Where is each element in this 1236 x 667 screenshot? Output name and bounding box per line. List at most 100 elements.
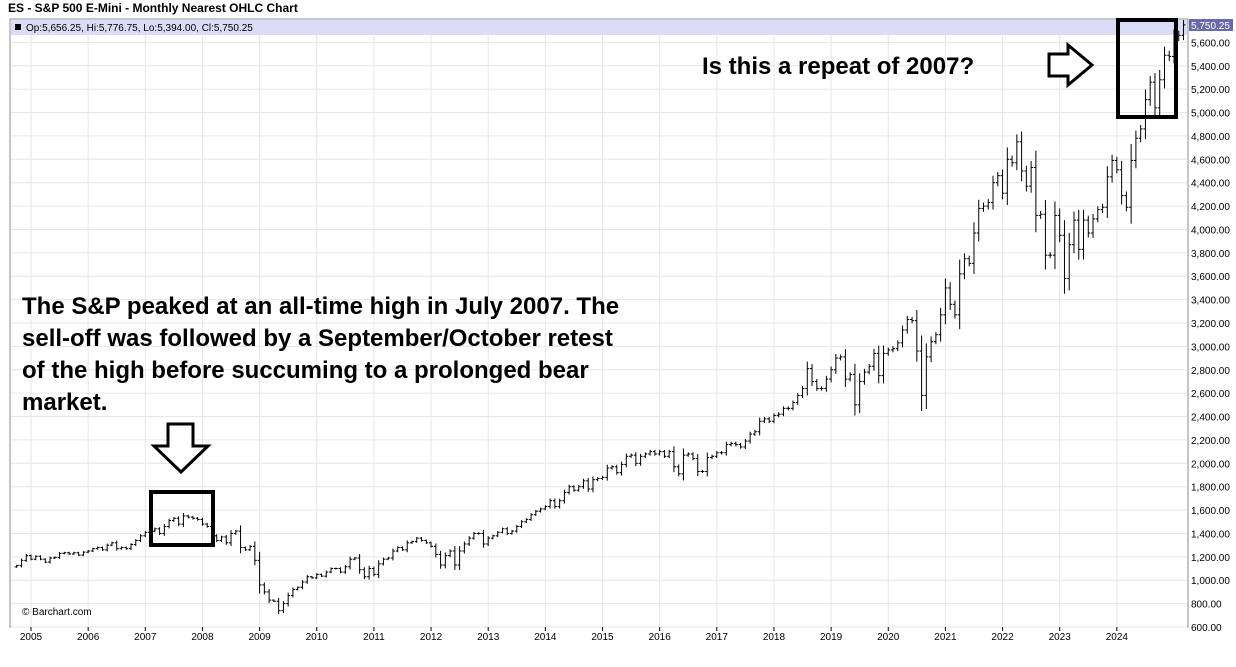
x-axis: 2005 2006 2007 2008 2009 2010 2011 2012 2013 2014… [20,627,1128,643]
ohlc-bar [405,540,410,553]
ohlc-bar [190,515,195,520]
ohlc-bar [105,543,110,552]
y-tick-label: 3,800.00 [1191,249,1230,260]
ohlc-bar [814,379,819,391]
ohlc-bar [1014,134,1019,171]
ohlc-bar [729,441,734,447]
ohlc-bar [567,484,572,495]
ohlc-bar [333,567,338,570]
ohlc-bar [319,573,324,577]
ohlc-bar [219,535,224,542]
ohlc-bar [981,202,986,212]
ohlc-bar [791,400,795,411]
ohlc-bar [348,556,353,570]
ohlc-bar [267,589,272,603]
grid [11,20,1187,628]
ohlc-bar [1114,156,1119,174]
ohlc-bar [252,541,257,566]
ohlc-bar [910,316,915,324]
ohlc-bar [524,518,529,524]
ohlc-bar [795,393,800,405]
x-tick-label: 2023 [1049,632,1072,643]
ohlc-bar [329,567,334,574]
highlight-box-2024 [1116,18,1178,119]
ohlc-bar [381,557,386,566]
x-tick-label: 2017 [706,632,729,643]
ohlc-bar [1129,144,1134,224]
ohlc-bar [938,307,943,342]
ohlc-bar [19,558,24,568]
ohlc-bar [171,517,176,522]
ohlc-bar [81,551,86,557]
ohlc-bar [786,406,791,411]
ohlc-bar [1110,154,1115,183]
ohlc-bar [452,546,457,570]
ohlc-bar [1071,211,1076,254]
ohlc-bar [114,540,119,551]
ohlc-bar [352,557,357,561]
ohlc-bar [967,255,972,267]
y-tick-label: 1,600.00 [1191,506,1230,517]
ohlc-bar [457,546,462,570]
ohlc-bar [529,513,534,522]
annotation-2007-peak: The S&P peaked at an all-time high in Ju… [22,293,620,416]
x-tick-label: 2022 [991,632,1014,643]
ohlc-bar [33,555,38,561]
y-tick-label: 5,600.00 [1191,38,1230,49]
arrow-down-icon [150,422,212,475]
ohlc-bar [276,598,281,614]
ohlc-bar [824,375,829,392]
ohlc-bar [671,446,676,473]
y-tick-label: 3,400.00 [1191,296,1230,307]
y-tick-label: 3,000.00 [1191,342,1230,353]
ohlc-bar [395,546,400,553]
ohlc-bar [1019,131,1024,182]
ohlc-bar [309,575,314,579]
ohlc-bar [881,345,886,384]
x-tick-label: 2010 [306,632,329,643]
y-tick-label: 5,400.00 [1191,62,1230,73]
ohlc-bar [1133,130,1138,169]
y-tick-label: 2,200.00 [1191,436,1230,447]
ohlc-bar [819,386,824,391]
ohlc-bar [719,451,724,455]
ohlc-bar [519,520,524,529]
ohlc-bar [414,536,419,543]
ohlc-bar [386,557,391,561]
ohlc-bar [71,551,76,555]
ohlc-bar [638,453,643,466]
ohlc-bar [271,599,276,602]
ohlc-bar [924,343,929,409]
ohlc-bar [548,498,553,509]
ohlc-bar [205,522,210,528]
ohlc-bar [200,517,205,526]
ohlc-bar [62,551,67,555]
ohlc-bar [67,551,72,555]
ohlc-bar [576,485,581,492]
ohlc-bar [648,449,653,456]
ohlc-bar [1000,169,1005,200]
ohlc-bar [448,549,453,558]
x-tick-label: 2018 [763,632,786,643]
ohlc-bar [743,439,748,449]
ohlc-bar [781,406,786,417]
ohlc-bar [619,461,624,476]
ohlc-bar [1062,220,1067,294]
ohlc-bar [143,531,148,538]
ohlc-bar [281,601,286,614]
ohlc-bar [286,592,291,607]
ohlc-bar [657,449,662,456]
ohlc-bar [600,475,605,481]
y-tick-label: 4,000.00 [1191,225,1230,236]
ohlc-bar [562,489,567,504]
ohlc-bar [852,363,857,416]
ohlc-bar [724,441,729,456]
ohlc-bar [338,567,343,574]
ohlc-bar [986,199,991,210]
ohlc-bar [1086,215,1091,238]
ohlc-bar [1048,252,1053,259]
ohlc-bar [624,453,629,468]
ohlc-bar [590,476,595,493]
ohlc-bar [362,567,367,580]
